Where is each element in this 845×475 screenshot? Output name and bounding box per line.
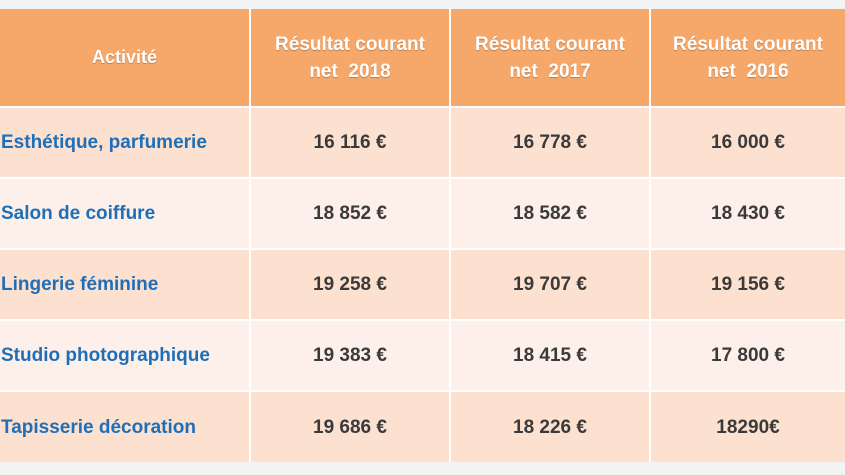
- table-row: Lingerie féminine 19 258 € 19 707 € 19 1…: [0, 250, 845, 321]
- value-2016-cell: 18290€: [651, 392, 845, 463]
- page-background-strip: [0, 462, 845, 475]
- table-row: Studio photographique 19 383 € 18 415 € …: [0, 321, 845, 392]
- header-2017-line2: net 2017: [509, 60, 591, 82]
- value-2016-cell: 16 000 €: [651, 108, 845, 179]
- header-result-2016: Résultat courant net 2016: [651, 9, 845, 108]
- table-row: Tapisserie décoration 19 686 € 18 226 € …: [0, 392, 845, 463]
- value-2017-cell: 18 415 €: [451, 321, 651, 392]
- value-2017-cell: 16 778 €: [451, 108, 651, 179]
- value-2017-cell: 19 707 €: [451, 250, 651, 321]
- value-2016-cell: 18 430 €: [651, 179, 845, 250]
- value-2018-cell: 18 852 €: [251, 179, 451, 250]
- activity-cell: Esthétique, parfumerie: [0, 108, 251, 179]
- value-2016-cell: 17 800 €: [651, 321, 845, 392]
- activity-cell: Salon de coiffure: [0, 179, 251, 250]
- header-2017-line1: Résultat courant: [475, 33, 625, 55]
- header-activity-label: Activité: [91, 47, 158, 67]
- header-2016-line2: net 2016: [707, 60, 789, 82]
- value-2018-cell: 19 686 €: [251, 392, 451, 463]
- table-header-row: Activité Résultat courant net 2018 Résul…: [0, 9, 845, 108]
- header-2016-line1: Résultat courant: [673, 33, 823, 55]
- value-2018-cell: 19 383 €: [251, 321, 451, 392]
- value-2018-cell: 19 258 €: [251, 250, 451, 321]
- table-row: Salon de coiffure 18 852 € 18 582 € 18 4…: [0, 179, 845, 250]
- activity-cell: Studio photographique: [0, 321, 251, 392]
- value-2018-cell: 16 116 €: [251, 108, 451, 179]
- results-table: Activité Résultat courant net 2018 Résul…: [0, 9, 845, 463]
- header-result-2017: Résultat courant net 2017: [451, 9, 651, 108]
- header-2018-line2: net 2018: [309, 60, 391, 82]
- value-2017-cell: 18 582 €: [451, 179, 651, 250]
- value-2017-cell: 18 226 €: [451, 392, 651, 463]
- header-result-2018: Résultat courant net 2018: [251, 9, 451, 108]
- table-row: Esthétique, parfumerie 16 116 € 16 778 €…: [0, 108, 845, 179]
- value-2016-cell: 19 156 €: [651, 250, 845, 321]
- header-2018-line1: Résultat courant: [275, 33, 425, 55]
- results-table-container: Activité Résultat courant net 2018 Résul…: [0, 9, 845, 463]
- activity-cell: Tapisserie décoration: [0, 392, 251, 463]
- header-activity: Activité: [0, 9, 251, 108]
- activity-cell: Lingerie féminine: [0, 250, 251, 321]
